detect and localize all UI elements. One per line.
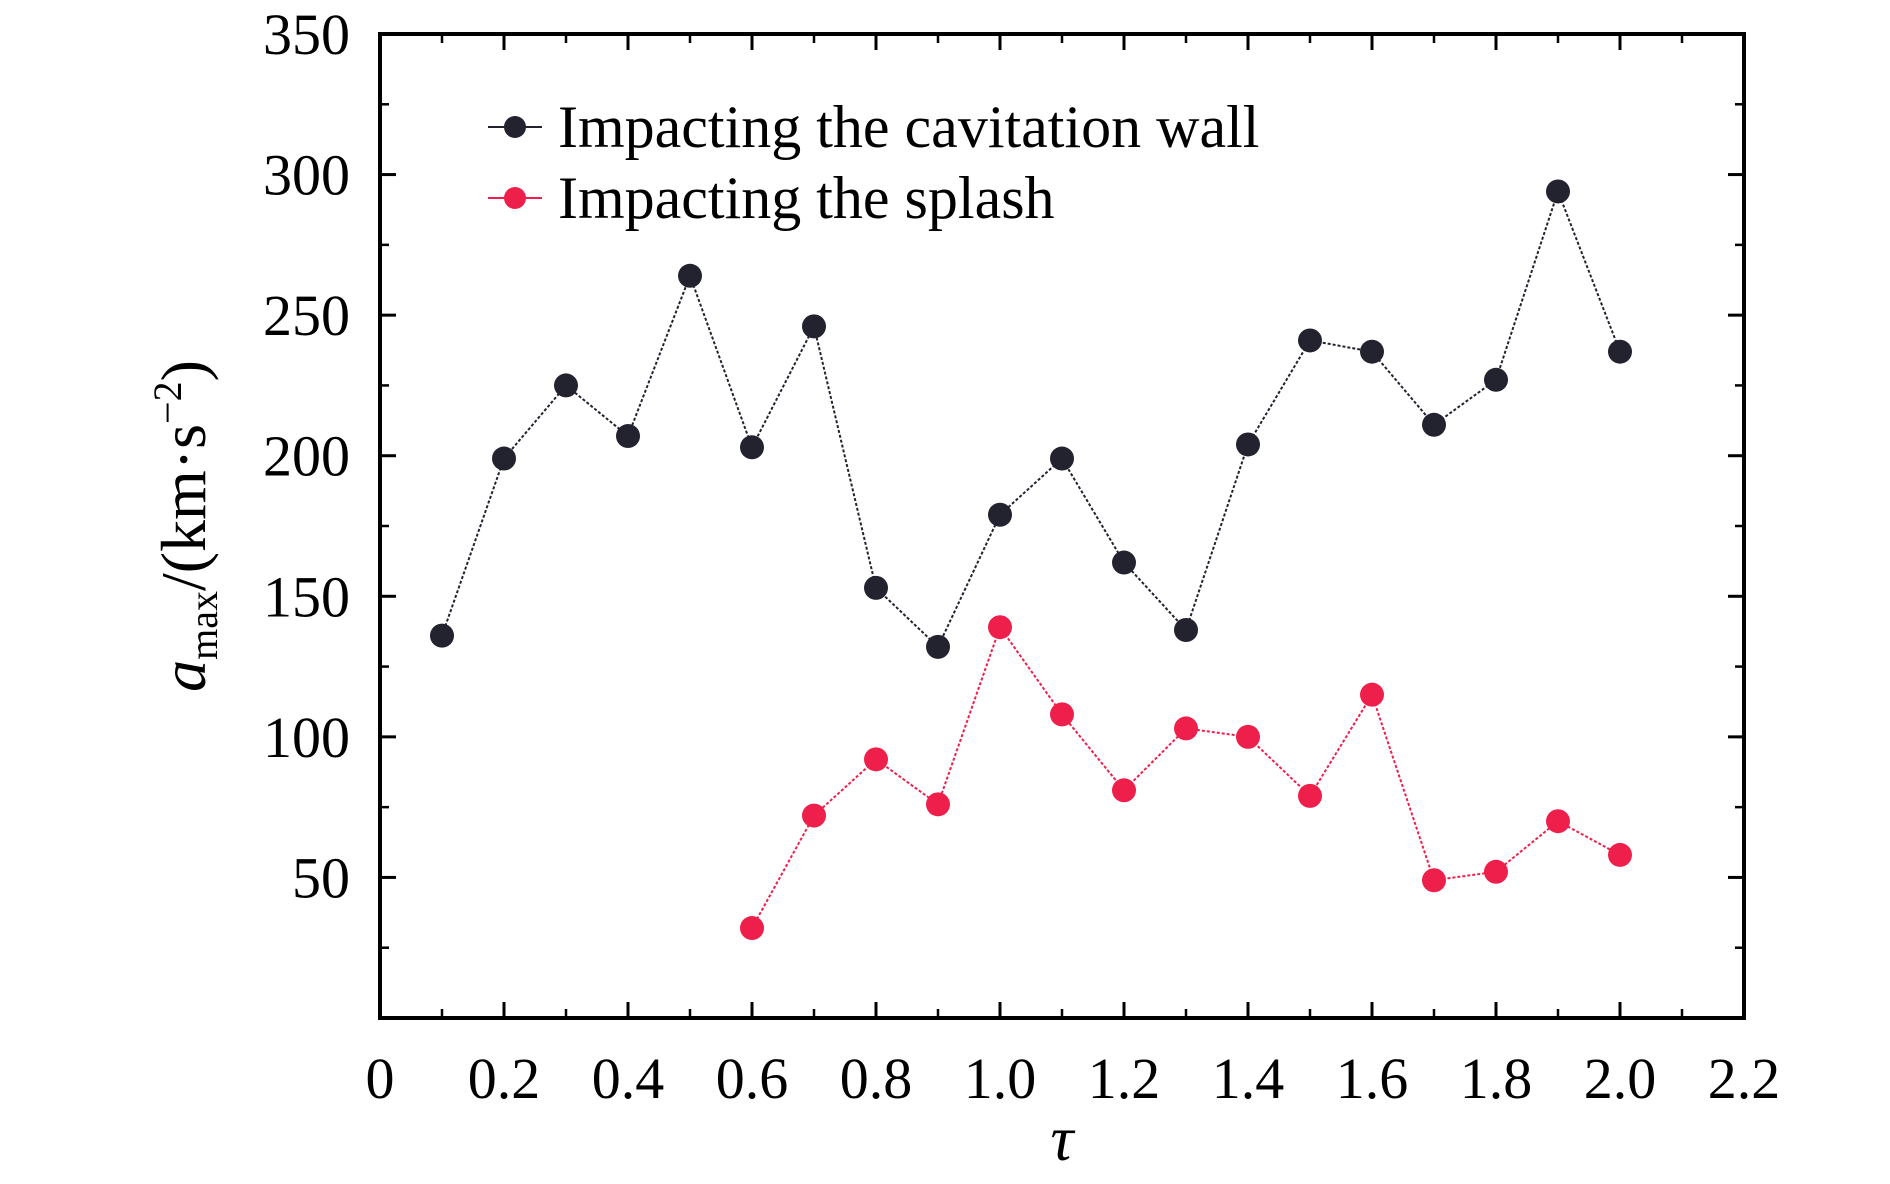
x-tick-label: 1.0 [964,1046,1037,1111]
data-point [1546,179,1570,204]
y-tick-label: 200 [263,424,350,489]
data-point [1484,367,1508,392]
y-tick-label: 150 [263,564,350,629]
data-point [1174,618,1198,643]
data-point [1050,446,1074,471]
data-point [1484,859,1508,884]
x-tick-label: 0.4 [592,1046,665,1111]
data-point [1236,724,1260,749]
data-point [864,747,888,772]
data-point [1608,842,1632,867]
data-point [1608,339,1632,364]
x-tick-label: 2.2 [1708,1046,1781,1111]
legend-label-splash: Impacting the splash [558,165,1055,231]
data-point [1050,702,1074,727]
legend-label-cavitation-wall: Impacting the cavitation wall [558,94,1259,160]
y-axis-unit-prefix: /(km·s [148,424,219,591]
data-point [1360,682,1384,707]
y-tick-label: 350 [263,2,350,67]
data-point [740,435,764,460]
data-point [1546,809,1570,834]
x-tick-label: 1.8 [1460,1046,1533,1111]
x-tick-label: 0.2 [468,1046,541,1111]
series-layer [430,179,1632,941]
data-point [802,314,826,339]
y-axis-unit-suffix: ) [148,360,219,381]
y-tick-label: 300 [263,143,350,208]
legend-marker-cavitation-wall [504,116,526,138]
y-axis-symbol: a [148,660,219,692]
legend: Impacting the cavitation wall Impacting … [488,94,1259,231]
y-tick-label: 100 [263,705,350,770]
data-point [1422,412,1446,437]
x-axis-title: τ [1051,1103,1076,1174]
data-point [616,424,640,449]
x-tick-label: 1.4 [1212,1046,1285,1111]
y-axis-unit-exponent: −2 [145,381,190,424]
data-point [926,792,950,817]
data-point [554,373,578,398]
series-1 [740,615,1632,941]
data-point [926,634,950,659]
data-point [1236,432,1260,457]
ticks-layer [378,32,1746,1018]
series-0 [430,179,1632,659]
data-point [1298,328,1322,353]
data-point [740,916,764,941]
data-point [802,803,826,828]
x-tick-label: 0.6 [716,1046,789,1111]
legend-marker-splash [504,187,526,209]
x-tick-label: 0.8 [840,1046,913,1111]
data-point [988,502,1012,527]
x-tick-label: 1.6 [1336,1046,1409,1111]
x-tick-label: 0 [366,1046,395,1111]
data-point [864,575,888,600]
legend-item-cavitation-wall: Impacting the cavitation wall [488,94,1259,160]
data-point [988,615,1012,640]
data-point [492,446,516,471]
data-point [1360,339,1384,364]
data-point [1174,716,1198,741]
data-point [1112,550,1136,575]
y-axis-subscript: max [181,591,226,660]
data-point [1422,868,1446,893]
data-point [1298,783,1322,808]
y-axis-title: amax/(km·s−2) [145,360,226,692]
data-point [678,263,702,288]
legend-item-splash: Impacting the splash [488,165,1055,231]
y-tick-label: 250 [263,283,350,348]
series-line [751,625,1621,929]
data-point [430,623,454,648]
series-line [441,188,1621,649]
y-tick-label: 50 [292,845,350,910]
x-tick-label: 1.2 [1088,1046,1161,1111]
data-point [1112,778,1136,803]
x-tick-label: 2.0 [1584,1046,1657,1111]
tick-labels: 0 0.2 0.4 0.6 0.8 1.0 1.2 1.4 1.6 1.8 2.0 2.2 50 100 1… [263,2,1780,1111]
